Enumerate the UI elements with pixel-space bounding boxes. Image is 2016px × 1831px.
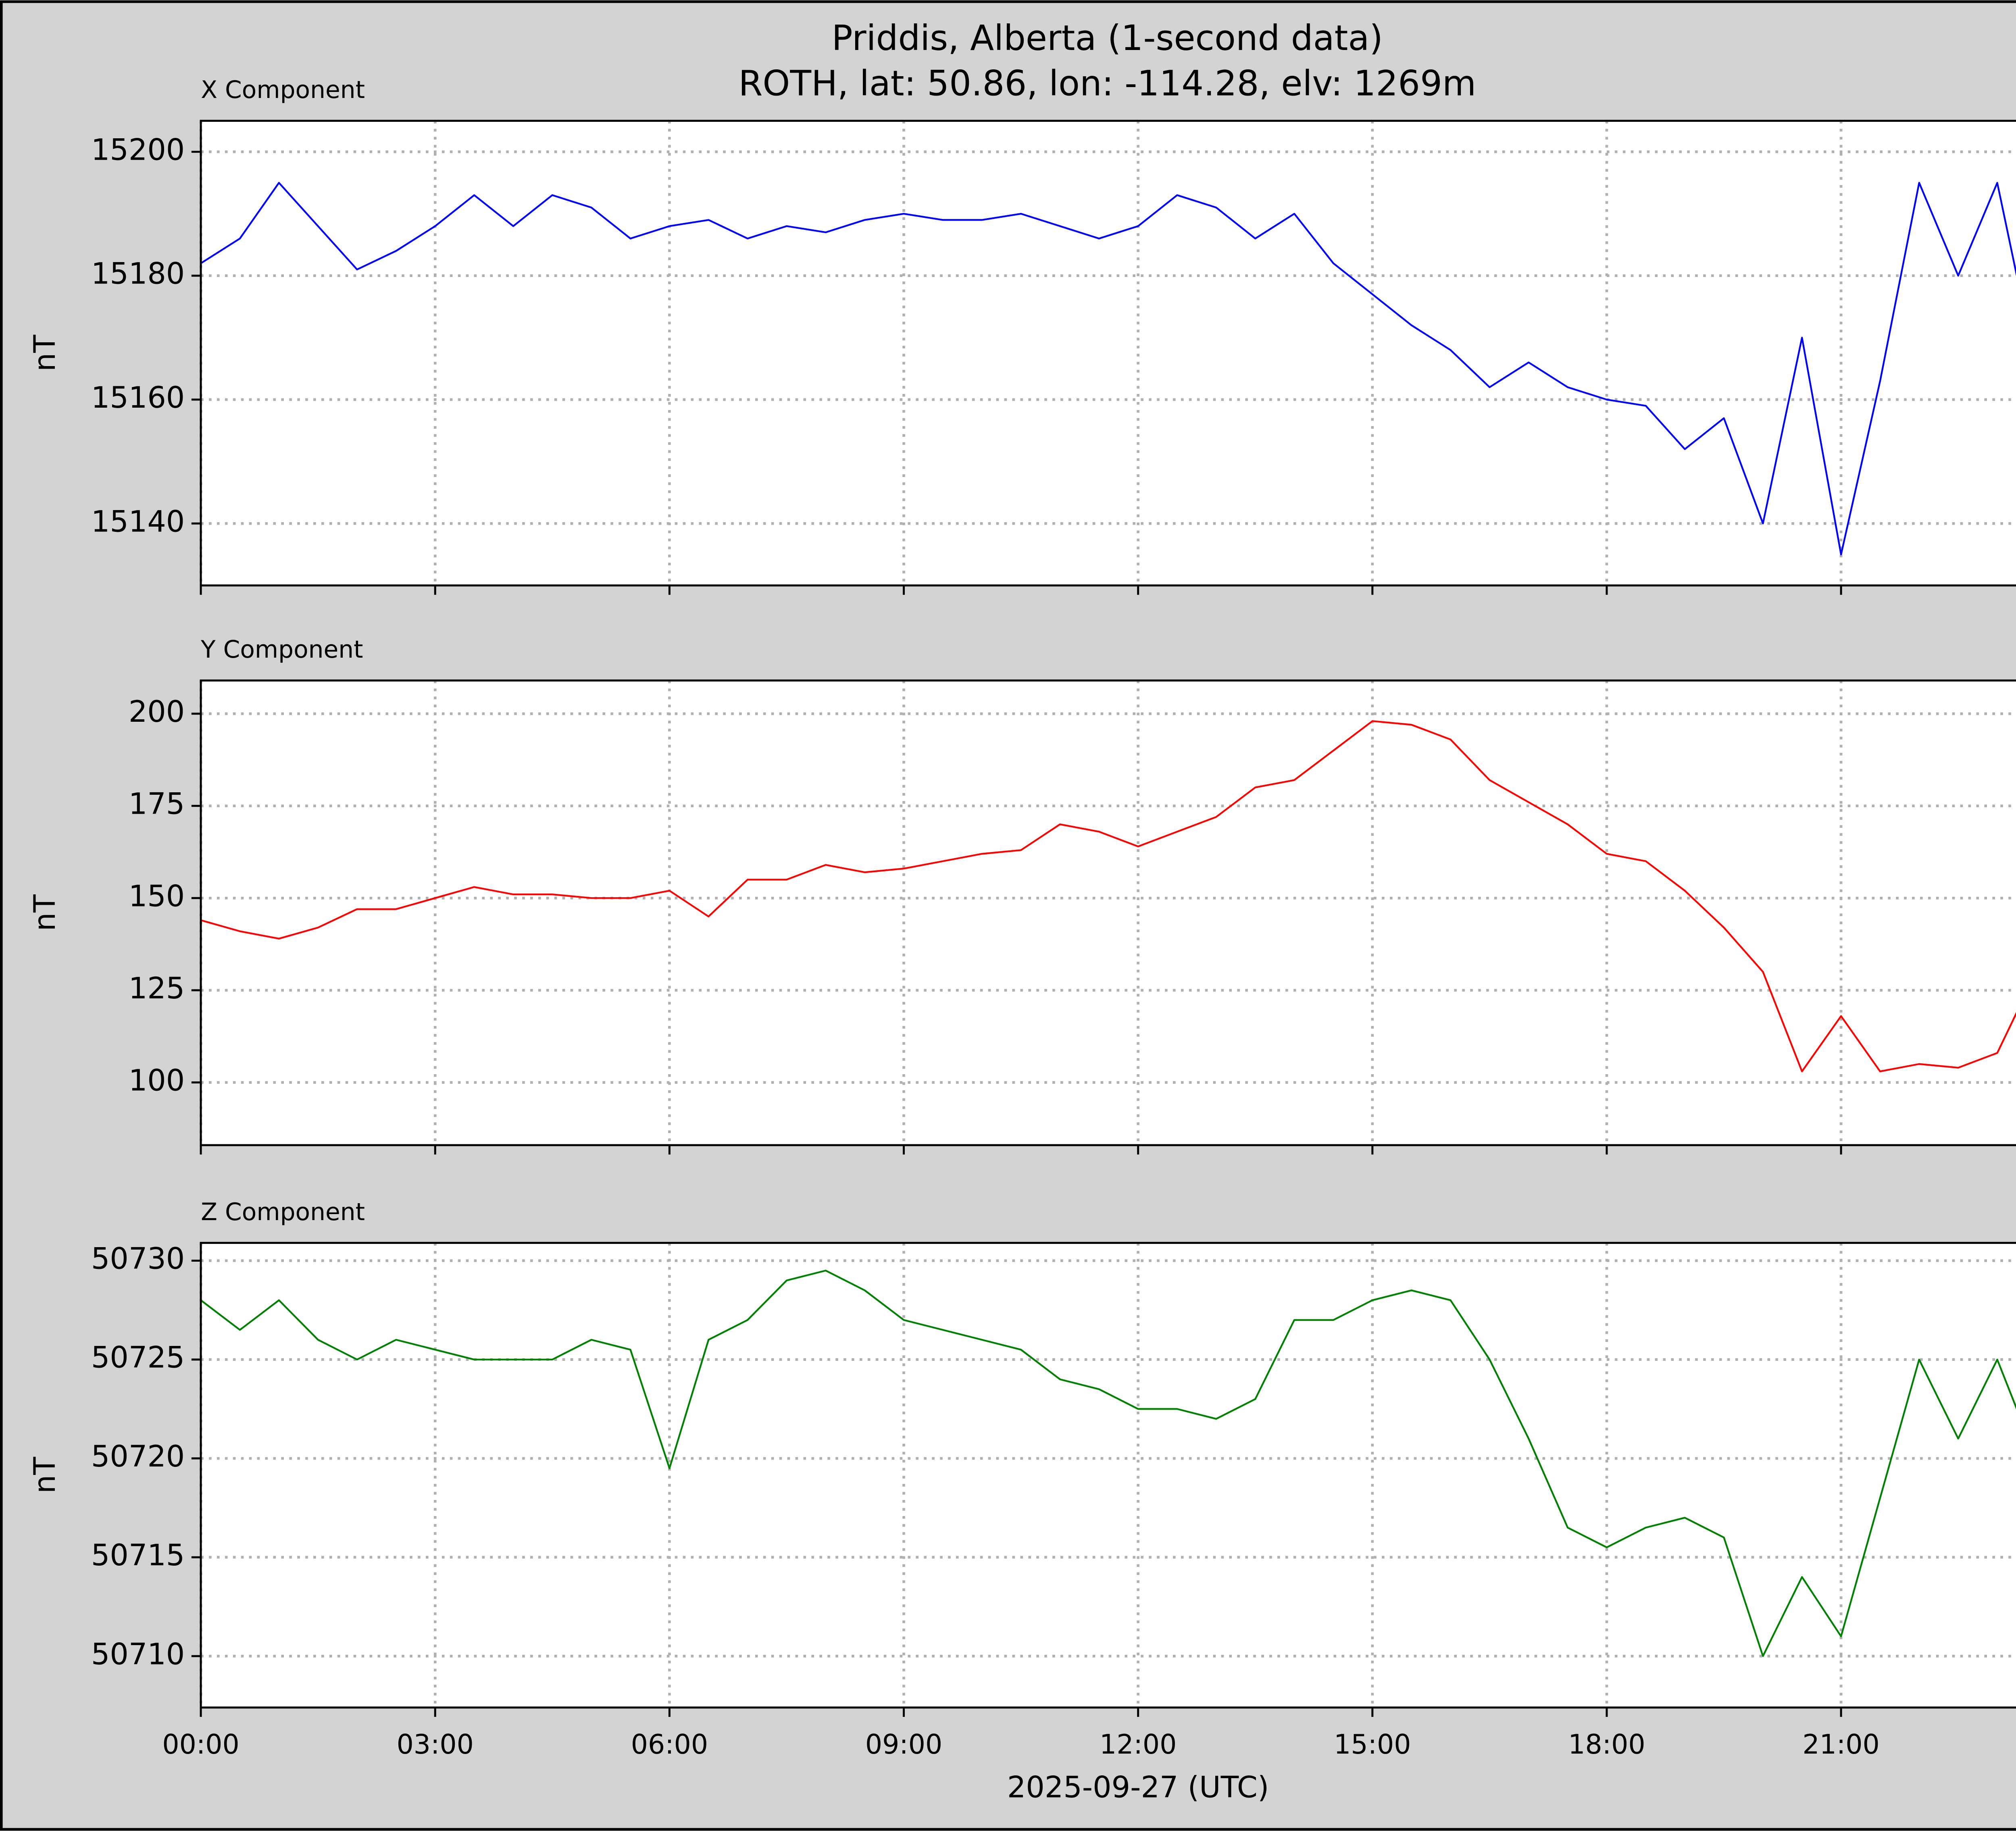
- y-tick-label: 125: [129, 971, 185, 1006]
- y-axis-label: nT: [28, 1457, 62, 1494]
- plot-area: [201, 121, 2016, 585]
- title: Priddis, Alberta (1-second data): [832, 18, 1383, 58]
- y-tick-label: 50720: [91, 1439, 185, 1474]
- y-tick-label: 15140: [91, 504, 185, 539]
- y-tick-label: 15180: [91, 257, 185, 291]
- data-line: [200, 182, 2016, 556]
- y-tick-label: 150: [129, 879, 185, 913]
- y-tick-label: 50730: [91, 1242, 185, 1276]
- x-tick-label: 15:00: [1334, 1729, 1411, 1760]
- y-tick-label: 50715: [91, 1538, 185, 1573]
- x-tick-label: 12:00: [1100, 1729, 1177, 1760]
- plot-area: [201, 1243, 2016, 1708]
- title: ROTH, lat: 50.86, lon: -114.28, elv: 126…: [738, 64, 1476, 104]
- x-axis-label: 2025-09-27 (UTC): [1007, 1770, 1269, 1804]
- plot-frame: [200, 120, 2016, 587]
- panel-title: Z Component: [201, 1198, 365, 1226]
- y-tick-label: 50710: [91, 1637, 185, 1671]
- data-line: [200, 720, 2016, 1073]
- y-axis-label: nT: [28, 335, 62, 371]
- panel-title: Y Component: [200, 636, 363, 664]
- y-tick-label: 15160: [91, 381, 185, 415]
- data-line: [200, 1269, 2016, 1657]
- x-tick-label: 00:00: [162, 1729, 239, 1760]
- x-tick-label: 09:00: [865, 1729, 942, 1760]
- plot-frame: [200, 1241, 2016, 1709]
- panel-title: X Component: [201, 76, 365, 104]
- y-tick-label: 50725: [91, 1341, 185, 1375]
- plot-frame: [200, 679, 2016, 1146]
- y-tick-label: 100: [129, 1064, 185, 1098]
- y-tick-label: 200: [129, 695, 185, 729]
- x-tick-label: 06:00: [631, 1729, 708, 1760]
- x-tick-label: 03:00: [397, 1729, 474, 1760]
- plot-area: [201, 680, 2016, 1146]
- y-tick-label: 175: [129, 787, 185, 821]
- x-tick-label: 18:00: [1568, 1729, 1645, 1760]
- x-tick-label: 21:00: [1802, 1729, 1879, 1760]
- y-axis-label: nT: [28, 894, 62, 931]
- y-tick-label: 15200: [91, 133, 185, 167]
